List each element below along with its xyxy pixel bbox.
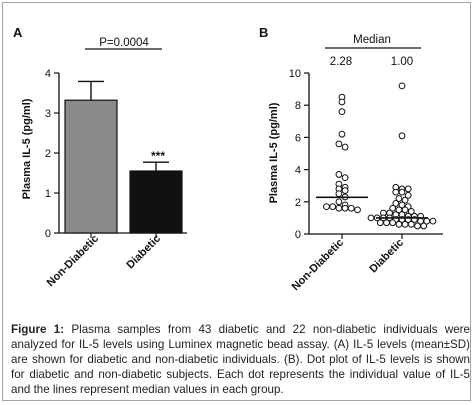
panel-b-data-point <box>389 204 397 212</box>
panel-b-y-tick-label: 4 <box>295 165 301 177</box>
panel-b-data-point <box>392 188 400 196</box>
panel-a-bar <box>129 170 183 234</box>
panel-b-data-point <box>354 206 361 214</box>
panel-b-data-point <box>398 201 406 209</box>
panel-b: B Plasma IL-5 (pg/ml) Median 2.28 1.00 N… <box>259 25 443 293</box>
panel-b-data-point <box>395 195 403 202</box>
panel-a-y-tick-label: 4 <box>45 68 51 80</box>
panel-b-data-point <box>338 130 346 138</box>
panel-b-data-point <box>429 217 437 225</box>
panel-b-data-point <box>341 143 349 151</box>
panel-b-data-point <box>335 190 343 198</box>
panel-b-x-tick-label-1: Diabetic <box>367 237 406 276</box>
panel-b-x-tick-label-0: Non-Diabetic <box>290 237 346 293</box>
panel-b-data-point <box>338 98 346 106</box>
panel-b-y-tick-label: 0 <box>295 229 301 241</box>
caption-text: Plasma samples from 43 diabetic and 22 n… <box>11 323 470 396</box>
panel-b-data-point <box>335 198 343 206</box>
panel-a-y-axis-label: Plasma IL-5 (pg/ml) <box>21 98 33 199</box>
panel-b-data-point <box>329 203 337 211</box>
panel-a-y-tick-label: 2 <box>45 148 51 160</box>
panel-b-data-point <box>420 222 428 230</box>
panel-a-y-tick-label: 0 <box>45 228 51 240</box>
panel-b-data-point <box>414 222 421 230</box>
panel-b-letter: B <box>259 25 268 40</box>
panel-a-letter: A <box>13 25 23 40</box>
panel-b-data-point <box>383 219 390 227</box>
panel-b-data-point <box>347 204 355 212</box>
panel-b-data-point <box>335 204 343 212</box>
panel-a-pvalue-label: P=0.0004 <box>99 37 149 49</box>
panel-b-data-point <box>401 196 409 204</box>
panel-b-y-axis-label: Plasma IL-5 (pg/ml) <box>268 102 280 203</box>
panel-b-data-point <box>335 140 343 148</box>
panel-b-data-point <box>341 174 349 182</box>
panel-a-x-tick-label-1: Diabetic <box>124 233 163 272</box>
figure-svg: A Plasma IL-5 (pg/ml) P=0.0004 *** Non-D… <box>13 25 443 293</box>
panel-b-header-label: Median <box>353 34 391 46</box>
panel-a: A Plasma IL-5 (pg/ml) P=0.0004 *** Non-D… <box>13 25 187 289</box>
panel-b-median-label-1: 1.00 <box>391 56 413 68</box>
panel-a-significance-label: *** <box>151 149 165 163</box>
panel-b-data-point <box>407 208 415 215</box>
panel-b-data-point <box>392 200 400 207</box>
panel-b-data-point <box>398 188 406 196</box>
panel-b-data-point <box>404 191 412 199</box>
panel-b-y-tick-label: 6 <box>295 132 301 144</box>
panel-b-data-point <box>407 220 415 228</box>
panel-b-data-point <box>338 108 346 116</box>
panel-b-median-label-0: 2.28 <box>330 56 352 68</box>
panel-b-data-point <box>404 185 412 193</box>
panel-b-y-tick-label: 8 <box>295 100 301 112</box>
panel-b-y-tick-label: 2 <box>295 197 301 209</box>
panel-b-data-point <box>376 219 384 227</box>
panel-a-y-tick-label: 1 <box>45 188 51 200</box>
panel-b-data-point <box>401 220 409 228</box>
figure-caption: Figure 1: Plasma samples from 43 diabeti… <box>11 322 470 397</box>
panel-b-data-point <box>398 82 406 90</box>
panel-a-bar <box>64 99 118 234</box>
panel-a-x-tick-label-0: Non-Diabetic <box>45 233 101 289</box>
panel-b-data-point <box>323 203 330 211</box>
panel-a-y-tick-label: 3 <box>45 108 51 120</box>
panel-b-y-tick-label: 10 <box>289 68 301 80</box>
panel-b-data-point <box>401 206 409 214</box>
panel-b-data-point <box>335 171 343 178</box>
panel-b-data-point <box>367 214 375 222</box>
panel-b-data-point <box>398 132 406 140</box>
panel-b-data-point <box>341 204 349 212</box>
caption-label: Figure 1: <box>11 323 65 336</box>
panel-b-data-point <box>389 219 397 227</box>
panel-b-data-point <box>341 187 349 194</box>
panel-b-data-point <box>395 220 403 228</box>
figure-frame: A Plasma IL-5 (pg/ml) P=0.0004 *** Non-D… <box>2 2 471 401</box>
